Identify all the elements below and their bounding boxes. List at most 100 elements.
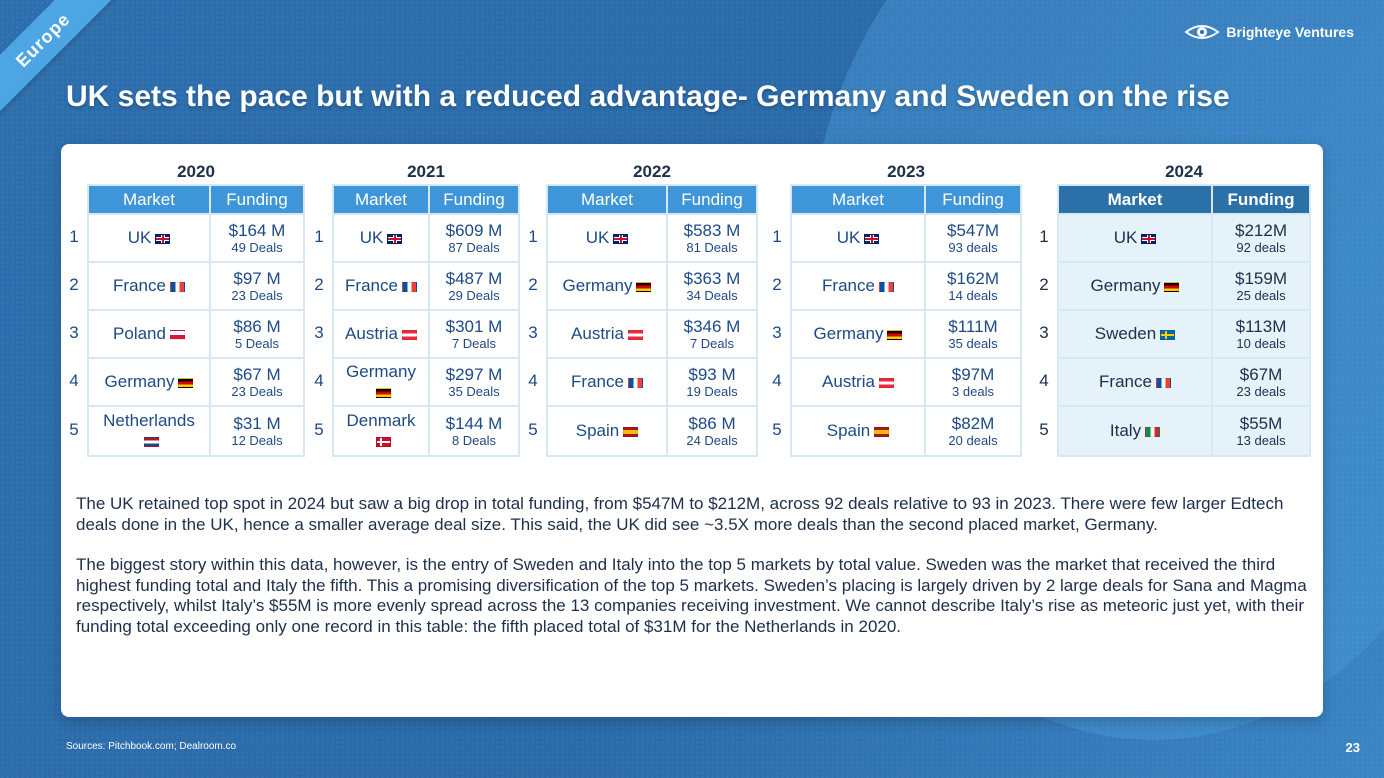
- funding-cell: $67 M 23 Deals: [209, 357, 305, 407]
- table-row: Germany $297 M 35 Deals: [332, 357, 520, 407]
- funding-cell: $164 M 49 Deals: [209, 213, 305, 263]
- deal-count: 13 deals: [1236, 433, 1286, 448]
- flag-it-icon: [1145, 426, 1161, 437]
- deal-count: 23 Deals: [231, 384, 283, 399]
- rank-number: 1: [314, 227, 324, 246]
- deal-count: 93 deals: [948, 240, 998, 255]
- ranking-table: Market Funding UK $609 M 87 Deals France $487 …: [332, 184, 520, 457]
- market-cell: France: [87, 261, 211, 311]
- rank-number: 1: [772, 227, 782, 246]
- year-heading: 2022: [633, 162, 671, 181]
- rank-number: 1: [1039, 227, 1049, 246]
- deal-count: 14 deals: [948, 288, 998, 303]
- market-cell: France: [546, 357, 668, 407]
- rank-column: 1 2 3 4 5: [61, 184, 87, 457]
- sources-note: Sources: Pitchbook.com; Dealroom.co: [66, 741, 237, 752]
- deal-count: 29 Deals: [448, 288, 500, 303]
- market-name: UK: [127, 228, 152, 247]
- rank-number: 2: [314, 275, 324, 294]
- funding-amount: $144 M: [445, 414, 503, 433]
- market-name: Germany: [1090, 276, 1161, 295]
- market-cell: Poland: [87, 309, 211, 359]
- funding-amount: $111M: [948, 317, 998, 336]
- market-cell: France: [332, 261, 430, 311]
- rank-number: 2: [772, 275, 782, 294]
- funding-amount: $97 M: [233, 269, 281, 288]
- funding-cell: $113M 10 deals: [1211, 309, 1311, 359]
- market-cell: France: [1057, 357, 1213, 407]
- deal-count: 92 deals: [1236, 240, 1286, 255]
- market-header: Market: [332, 184, 430, 215]
- funding-cell: $487 M 29 Deals: [428, 261, 520, 311]
- table-row: Germany $159M 25 deals: [1057, 261, 1311, 311]
- rank-number: 4: [314, 371, 324, 390]
- table-row: France $67M 23 deals: [1057, 357, 1311, 407]
- market-name: France: [571, 372, 624, 391]
- rank-number: 1: [528, 227, 538, 246]
- market-name: France: [113, 276, 166, 295]
- funding-amount: $547M: [947, 221, 999, 240]
- funding-cell: $363 M 34 Deals: [666, 261, 758, 311]
- funding-cell: $212M 92 deals: [1211, 213, 1311, 263]
- flag-fr-icon: [627, 377, 643, 388]
- table-row: UK $164 M 49 Deals: [87, 213, 305, 263]
- deal-count: 19 Deals: [686, 384, 738, 399]
- rank-column: 1 2 3 4 5: [520, 184, 546, 457]
- rank-number: 5: [772, 420, 782, 439]
- deal-count: 87 Deals: [448, 240, 500, 255]
- flag-fr-icon: [878, 281, 894, 292]
- flag-de-icon: [178, 377, 194, 388]
- rank-number: 5: [1039, 420, 1049, 439]
- flag-at-icon: [627, 329, 643, 340]
- deal-count: 8 Deals: [451, 433, 497, 448]
- rank-column: 1 2 3 4 5: [306, 184, 332, 457]
- flag-uk-icon: [155, 233, 171, 244]
- funding-cell: $297 M 35 Deals: [428, 357, 520, 407]
- commentary-paragraph-1: The UK retained top spot in 2024 but saw…: [76, 494, 1284, 534]
- deal-count: 12 Deals: [231, 433, 283, 448]
- funding-cell: $609 M 87 Deals: [428, 213, 520, 263]
- page-number: 23: [1345, 740, 1360, 755]
- flag-at-icon: [401, 329, 417, 340]
- funding-amount: $346 M: [683, 317, 741, 336]
- table-row: France $487 M 29 Deals: [332, 261, 520, 311]
- rank-number: 3: [69, 323, 79, 342]
- page-title: UK sets the pace but with a reduced adva…: [66, 80, 1230, 113]
- funding-amount: $301 M: [445, 317, 503, 336]
- funding-cell: $31 M 12 Deals: [209, 405, 305, 457]
- funding-header: Funding: [428, 184, 520, 215]
- ranking-table: Market Funding UK $212M 92 deals Germany $159M…: [1057, 184, 1311, 457]
- flag-uk-icon: [387, 233, 403, 244]
- market-name: Denmark: [346, 411, 416, 430]
- market-cell: UK: [87, 213, 211, 263]
- table-2023: 2023 1 2 3 4 5 Market Funding UK $547M 93 deals Fra…: [764, 160, 1022, 457]
- table-row: France $162M 14 deals: [790, 261, 1022, 311]
- market-header: Market: [1057, 184, 1213, 215]
- table-row: Austria $97M 3 deals: [790, 357, 1022, 407]
- table-2021: 2021 1 2 3 4 5 Market Funding UK $609 M 87 Deals Fr…: [306, 160, 520, 457]
- table-row: UK $609 M 87 Deals: [332, 213, 520, 263]
- flag-uk-icon: [613, 233, 629, 244]
- funding-amount: $363 M: [683, 269, 741, 288]
- market-name: Spain: [575, 421, 620, 440]
- funding-amount: $164 M: [228, 221, 286, 240]
- market-cell: Austria: [790, 357, 926, 407]
- funding-cell: $82M 20 deals: [924, 405, 1022, 457]
- year-heading: 2024: [1165, 162, 1203, 181]
- market-cell: Germany: [332, 357, 430, 407]
- flag-se-icon: [1160, 329, 1176, 340]
- flag-es-icon: [623, 426, 639, 437]
- flag-fr-icon: [1155, 377, 1171, 388]
- deal-count: 34 Deals: [686, 288, 738, 303]
- flag-de-icon: [636, 281, 652, 292]
- flag-pl-icon: [169, 329, 185, 340]
- flag-de-icon: [887, 329, 903, 340]
- market-cell: Germany: [87, 357, 211, 407]
- funding-cell: $159M 25 deals: [1211, 261, 1311, 311]
- rank-number: 4: [528, 371, 538, 390]
- market-name: UK: [836, 228, 861, 247]
